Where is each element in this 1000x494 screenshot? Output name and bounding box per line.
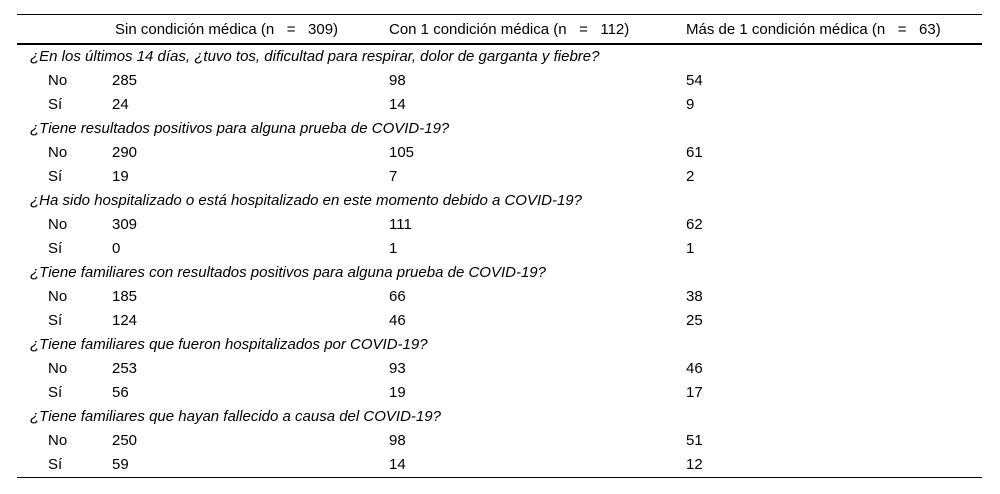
value-cell: 17 <box>686 384 703 401</box>
value-cell: 285 <box>112 72 138 89</box>
table-row: No 253 93 46 <box>17 357 982 381</box>
value-cell: 25 <box>686 312 703 329</box>
value-cell: 12 <box>686 456 703 473</box>
value-cell: 9 <box>686 96 695 113</box>
value-cell: 19 <box>112 168 129 185</box>
row-label: Sí <box>48 312 63 329</box>
value-cell: 1 <box>389 240 398 257</box>
value-cell: 98 <box>389 72 406 89</box>
value-cell: 2 <box>686 168 695 185</box>
table-header-row: Sin condición médica (n = 309) Con 1 con… <box>17 15 982 45</box>
row-label: No <box>48 216 68 233</box>
row-label: Sí <box>48 384 63 401</box>
value-cell: 14 <box>389 96 406 113</box>
table-row: Sí 56 19 17 <box>17 381 982 405</box>
value-cell: 98 <box>389 432 406 449</box>
value-cell: 66 <box>389 288 406 305</box>
value-cell: 56 <box>112 384 129 401</box>
question-row: ¿Tiene familiares que hayan fallecido a … <box>30 408 441 425</box>
question-row: ¿Tiene familiares con resultados positiv… <box>30 264 546 281</box>
row-label: Sí <box>48 96 63 113</box>
column-header-no-condition: Sin condición médica (n = 309) <box>115 20 339 38</box>
value-cell: 38 <box>686 288 703 305</box>
table-row: No 309 111 62 <box>17 213 982 237</box>
value-cell: 93 <box>389 360 406 377</box>
value-cell: 290 <box>112 144 138 161</box>
table-row: No 250 98 51 <box>17 429 982 453</box>
value-cell: 124 <box>112 312 138 329</box>
value-cell: 111 <box>389 216 412 233</box>
covid-conditions-table: Sin condición médica (n = 309) Con 1 con… <box>17 14 982 478</box>
value-cell: 185 <box>112 288 138 305</box>
value-cell: 7 <box>389 168 398 185</box>
value-cell: 59 <box>112 456 129 473</box>
value-cell: 51 <box>686 432 703 449</box>
column-header-one-condition: Con 1 condición médica (n = 112) <box>389 20 630 38</box>
column-header-more-conditions: Más de 1 condición médica (n = 63) <box>686 20 941 38</box>
question-row: ¿Tiene resultados positivos para alguna … <box>30 120 450 137</box>
table-row: Sí 24 14 9 <box>17 93 982 117</box>
table-row: Sí 0 1 1 <box>17 237 982 261</box>
table-row: No 185 66 38 <box>17 285 982 309</box>
row-label: No <box>48 144 68 161</box>
value-cell: 62 <box>686 216 703 233</box>
value-cell: 309 <box>112 216 138 233</box>
value-cell: 14 <box>389 456 406 473</box>
value-cell: 1 <box>686 240 695 257</box>
row-label: No <box>48 288 68 305</box>
row-label: No <box>48 432 68 449</box>
value-cell: 105 <box>389 144 415 161</box>
row-label: Sí <box>48 240 63 257</box>
question-row: ¿Tiene familiares que fueron hospitaliza… <box>30 336 428 353</box>
question-row: ¿En los últimos 14 días, ¿tuvo tos, difi… <box>30 48 600 65</box>
value-cell: 61 <box>686 144 703 161</box>
row-label: Sí <box>48 168 63 185</box>
table-body: ¿En los últimos 14 días, ¿tuvo tos, difi… <box>17 45 982 477</box>
table-row: Sí 59 14 12 <box>17 453 982 477</box>
question-row: ¿Ha sido hospitalizado o está hospitaliz… <box>30 192 582 209</box>
value-cell: 54 <box>686 72 703 89</box>
row-label: Sí <box>48 456 63 473</box>
value-cell: 253 <box>112 360 138 377</box>
table-row: Sí 19 7 2 <box>17 165 982 189</box>
row-label: No <box>48 360 68 377</box>
table-row: Sí 124 46 25 <box>17 309 982 333</box>
value-cell: 19 <box>389 384 406 401</box>
value-cell: 24 <box>112 96 129 113</box>
value-cell: 46 <box>686 360 703 377</box>
value-cell: 250 <box>112 432 138 449</box>
table-row: No 290 105 61 <box>17 141 982 165</box>
row-label: No <box>48 72 68 89</box>
value-cell: 0 <box>112 240 121 257</box>
table-row: No 285 98 54 <box>17 69 982 93</box>
value-cell: 46 <box>389 312 406 329</box>
